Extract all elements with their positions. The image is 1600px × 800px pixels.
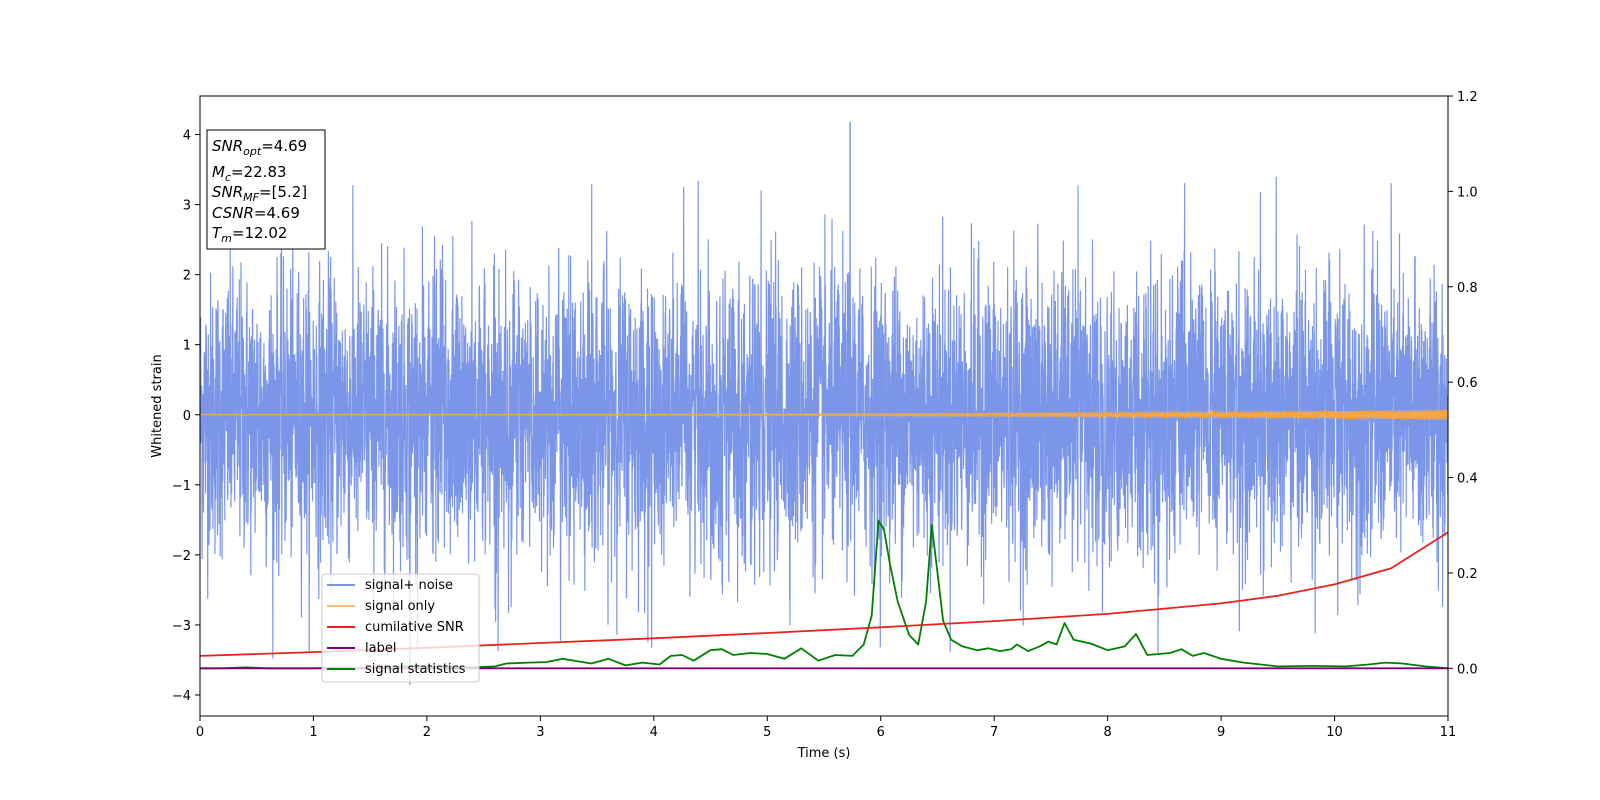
y-left-tick-label: 3 [183, 199, 191, 214]
legend-frame [321, 573, 480, 683]
y-right-tick-label: 0.0 [1457, 662, 1478, 677]
legend-entry-cumilative-snr: cumilative SNR [327, 620, 464, 635]
series-signal-only-line [199, 408, 1449, 422]
plot-frame [199, 95, 1449, 717]
y-left-tick-label: 2 [183, 269, 191, 284]
y-left-tick-label: −4 [172, 689, 191, 704]
legend-label-cumilative-snr: cumilative SNR [365, 620, 464, 635]
x-tick-label: 3 [536, 725, 544, 740]
y-axis-right: 0.0 0.2 0.4 0.6 0.8 1.0 1.2 [1448, 90, 1478, 677]
info-box-frame [206, 129, 326, 250]
y-right-tick-label: 1.2 [1457, 90, 1478, 105]
info-line-mc: Mc=22.83 [212, 163, 287, 184]
y-right-tick-label: 0.4 [1457, 472, 1478, 487]
x-tick-label: 7 [990, 725, 998, 740]
y-left-tick-label: −2 [172, 549, 191, 564]
x-tick-label: 6 [877, 725, 885, 740]
y-left-tick-label: −3 [172, 619, 191, 634]
x-tick-label: 8 [1103, 725, 1111, 740]
x-tick-label: 10 [1326, 725, 1343, 740]
legend-label-signal-noise: signal+ noise [365, 578, 453, 593]
info-line-csnr: CSNR=4.69 [212, 204, 300, 222]
legend-entry-signal-only: signal only [327, 599, 435, 614]
x-axis-label: Time (s) [797, 746, 851, 761]
y-right-tick-label: 0.6 [1457, 376, 1478, 391]
x-tick-label: 2 [423, 725, 431, 740]
info-line-snr-opt: SNRopt=4.69 [212, 137, 307, 158]
x-tick-label: 1 [309, 725, 317, 740]
y-left-tick-label: 0 [183, 409, 191, 424]
legend: signal+ noise signal only cumilative SNR… [321, 573, 480, 683]
y-right-tick-label: 0.2 [1457, 567, 1478, 582]
y-right-tick-label: 0.8 [1457, 281, 1478, 296]
legend-entry-label: label [327, 641, 396, 656]
y-left-tick-label: 4 [183, 129, 191, 144]
legend-label-signal-statistics: signal statistics [365, 662, 466, 677]
x-tick-label: 9 [1217, 725, 1225, 740]
y-left-tick-label: −1 [172, 479, 191, 494]
y-axis-label: Whitened strain [150, 354, 165, 457]
series-signal-noise-line [199, 176, 1449, 659]
x-tick-label: 5 [763, 725, 771, 740]
info-box: SNRopt=4.69 Mc=22.83 SNRMF=[5.2] CSNR=4.… [206, 129, 326, 250]
x-axis: 0 1 2 3 4 5 6 7 8 9 10 11 [196, 716, 1456, 740]
y-right-tick-label: 1.0 [1457, 185, 1478, 200]
y-left-tick-label: 1 [183, 339, 191, 354]
series-signal-statistics-line [200, 519, 1449, 670]
x-tick-label: 4 [650, 725, 658, 740]
info-line-tm: Tm=12.02 [212, 224, 287, 245]
legend-entry-signal-noise: signal+ noise [327, 578, 453, 593]
legend-entry-signal-statistics: signal statistics [327, 662, 466, 677]
legend-label-signal-only: signal only [365, 599, 435, 614]
x-tick-label: 0 [196, 725, 204, 740]
info-line-snr-mf: SNRMF=[5.2] [212, 183, 307, 204]
y-axis-left: −4 −3 −2 −1 0 1 2 3 4 [172, 129, 200, 704]
legend-label-label: label [365, 641, 396, 656]
x-tick-label: 11 [1440, 725, 1457, 740]
